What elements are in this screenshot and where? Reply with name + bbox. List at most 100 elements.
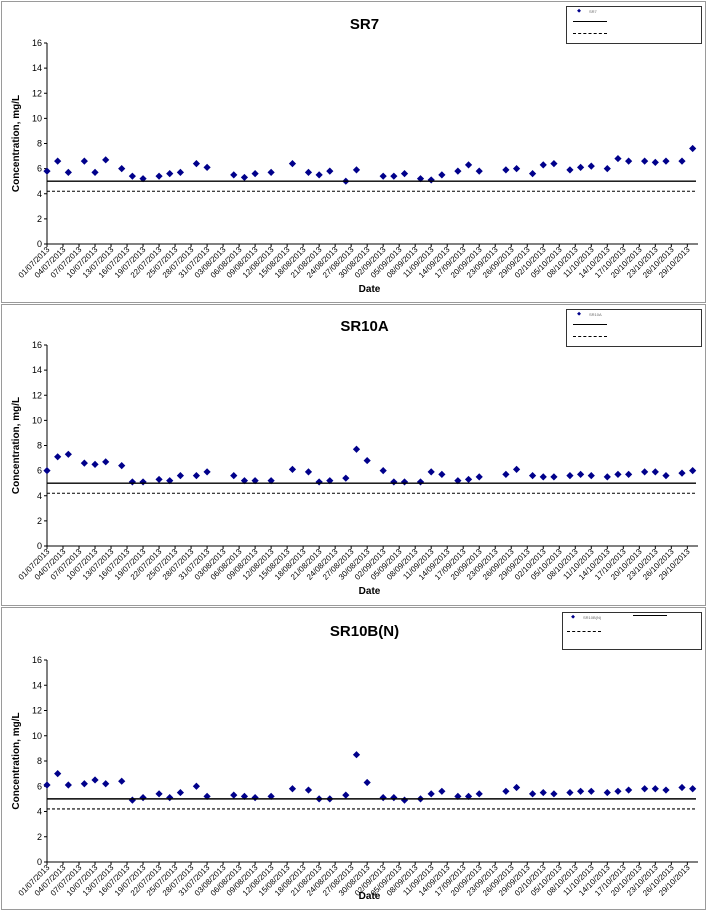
data-point (400, 796, 409, 804)
y-tick-label: 10 (32, 113, 42, 123)
y-tick-label: 8 (37, 139, 42, 149)
data-point (166, 794, 174, 802)
data-point (315, 171, 323, 179)
data-point (352, 445, 361, 453)
y-tick-label: 2 (37, 832, 42, 842)
data-point (118, 165, 126, 173)
data-point (379, 172, 387, 180)
y-tick-label: 0 (37, 239, 42, 249)
y-axis-label: Concentration, mg/L (11, 95, 22, 192)
y-tick-label: 4 (37, 807, 42, 817)
data-point (550, 160, 558, 168)
data-point (577, 163, 585, 171)
data-point (464, 475, 473, 484)
data-point (203, 163, 211, 171)
data-point (176, 472, 185, 480)
data-point (379, 794, 387, 802)
data-point (251, 477, 259, 485)
legend-solid-line-icon (633, 615, 667, 616)
data-point (251, 170, 259, 178)
data-point (288, 785, 297, 793)
data-point (625, 786, 633, 794)
data-point (43, 167, 51, 175)
chart-panel-sr10bn: SR10B(N) 0 2 4 6 8 10 12 14 16 Concentration, mg/L… (1, 607, 706, 910)
data-point (288, 160, 297, 168)
y-tick-label: 2 (37, 214, 42, 224)
data-point (102, 780, 110, 788)
data-point (192, 160, 201, 168)
data-point (390, 172, 398, 180)
data-point (240, 173, 249, 182)
y-tick-label: 12 (32, 706, 42, 716)
data-point (363, 456, 371, 465)
data-point (230, 472, 238, 480)
data-point (342, 791, 350, 799)
data-point (454, 477, 462, 485)
data-point (528, 472, 537, 480)
data-point (139, 175, 147, 183)
y-tick-label: 14 (32, 63, 42, 73)
data-point (390, 794, 398, 802)
data-point (587, 162, 595, 170)
data-point (400, 170, 409, 178)
data-point (155, 790, 163, 798)
y-axis-label: Concentration, mg/L (11, 397, 22, 494)
y-tick-label: 4 (37, 491, 42, 501)
data-point (240, 477, 249, 485)
chart-panel-sr10a: SR10A 0 2 4 6 8 10 12 14 16 Concentration, mg/L 01/… (1, 304, 706, 606)
data-point (587, 472, 595, 480)
data-point (118, 777, 126, 785)
chart-svg: SR10B(N) 0 2 4 6 8 10 12 14 16 Concentration, mg/L… (11, 623, 698, 902)
data-point (528, 790, 537, 798)
data-point (288, 465, 297, 473)
data-point (539, 788, 547, 797)
data-point (102, 458, 110, 466)
x-axis-label: Date (359, 284, 381, 295)
data-point (502, 166, 510, 174)
data-point (80, 157, 88, 165)
data-point (454, 167, 462, 175)
data-point (587, 787, 595, 795)
data-point (566, 166, 574, 174)
y-tick-label: 10 (32, 415, 42, 425)
data-point (614, 787, 622, 795)
x-axis-label: Date (359, 891, 381, 902)
data-point (352, 751, 361, 759)
data-point (267, 477, 275, 485)
data-point (614, 470, 622, 478)
y-tick-label: 6 (37, 164, 42, 174)
data-point (251, 794, 259, 802)
data-point (390, 478, 398, 486)
data-point (651, 158, 659, 166)
data-point (166, 477, 174, 485)
data-point (678, 157, 686, 165)
data-point (363, 778, 371, 787)
legend-dashed-line-icon (573, 336, 607, 337)
data-point (678, 783, 686, 792)
data-point (155, 475, 163, 484)
legend-solid-line-icon (573, 324, 607, 325)
data-point (512, 783, 521, 792)
data-point (550, 473, 558, 481)
legend-dashed-line-icon (573, 33, 607, 34)
data-point (102, 156, 110, 164)
data-point (304, 468, 313, 476)
data-point (475, 473, 483, 481)
legend-entry-label: SR10B(N) (583, 615, 602, 620)
data-point (54, 157, 62, 165)
legend-marker-icon: ◆ (577, 8, 581, 14)
data-point (128, 796, 136, 804)
data-point (64, 168, 72, 176)
data-point (176, 788, 185, 797)
data-point (315, 478, 323, 486)
data-point (475, 167, 483, 175)
data-point (464, 161, 473, 169)
y-tick-label: 2 (37, 516, 42, 526)
data-point (566, 788, 574, 797)
data-point (352, 166, 361, 174)
data-point (128, 172, 136, 180)
data-point (641, 785, 649, 793)
data-point (651, 468, 659, 476)
data-point (118, 462, 126, 470)
